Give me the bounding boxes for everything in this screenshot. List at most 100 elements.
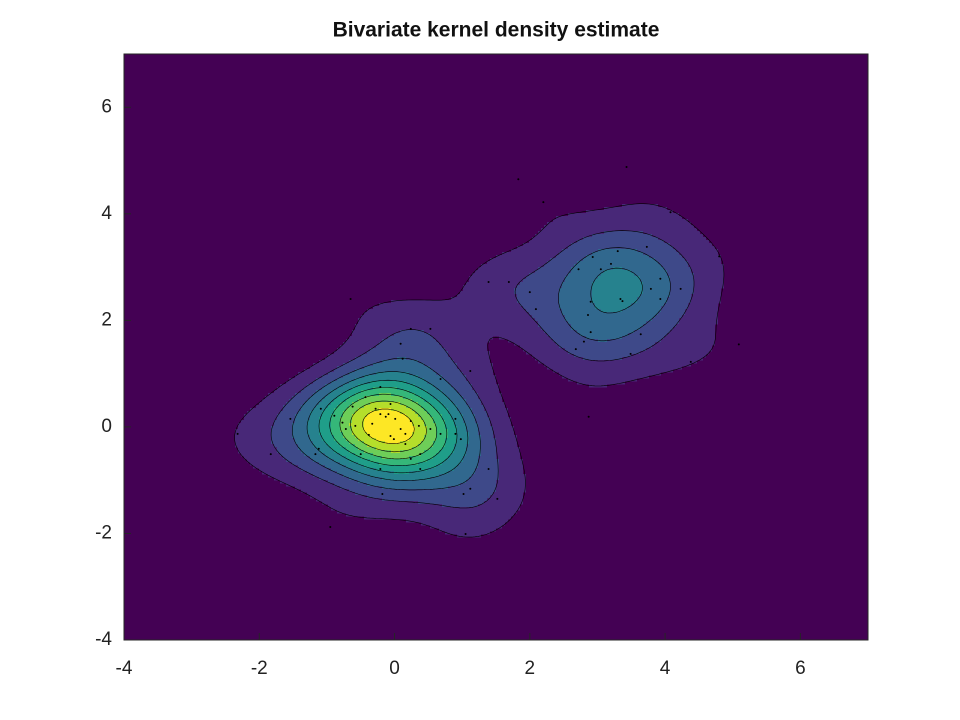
density-band — [334, 369, 355, 373]
density-band — [439, 474, 472, 478]
density-band — [631, 354, 706, 358]
density-band — [571, 267, 613, 271]
data-point — [344, 428, 347, 431]
density-band — [292, 426, 307, 430]
density-band — [466, 282, 520, 286]
density-band — [580, 333, 628, 337]
density-band — [493, 426, 514, 430]
density-band — [430, 414, 442, 418]
density-band — [436, 372, 463, 376]
density-band — [481, 441, 496, 445]
density-band — [469, 405, 484, 409]
density-band — [568, 378, 637, 382]
density-band — [574, 264, 661, 268]
density-band — [292, 423, 307, 427]
density-band — [469, 438, 481, 442]
density-band — [694, 282, 724, 286]
density-band — [607, 339, 661, 343]
data-point — [574, 348, 577, 351]
density-band — [352, 402, 370, 406]
density-band — [364, 450, 391, 454]
density-band — [454, 387, 472, 391]
density-band — [460, 483, 496, 487]
density-band — [319, 423, 331, 427]
density-band — [322, 387, 337, 391]
density-band — [277, 447, 298, 451]
density-band — [367, 432, 412, 436]
data-point — [409, 420, 412, 423]
density-band — [244, 456, 283, 460]
data-point — [609, 262, 612, 265]
density-band — [340, 402, 352, 406]
density-band — [268, 393, 295, 397]
density-band — [535, 270, 571, 274]
density-band — [448, 408, 457, 412]
density-band — [559, 297, 592, 301]
density-band — [352, 387, 373, 391]
density-band — [331, 414, 343, 418]
density-band — [646, 348, 712, 352]
density-band — [664, 303, 688, 307]
density-band — [496, 441, 517, 445]
density-band — [526, 276, 565, 280]
density-band — [448, 411, 460, 415]
density-band — [346, 465, 364, 469]
density-band — [367, 309, 526, 313]
density-band — [445, 426, 457, 430]
density-band — [538, 231, 604, 235]
density-band — [538, 324, 571, 328]
density-band — [427, 429, 436, 433]
density-band — [244, 414, 277, 418]
density-band — [685, 309, 718, 313]
data-point — [589, 300, 592, 303]
density-band — [346, 408, 358, 412]
density-band — [259, 402, 286, 406]
density-band — [337, 405, 349, 409]
density-band — [313, 393, 328, 397]
data-point — [469, 487, 472, 490]
density-band — [565, 276, 598, 280]
data-point — [389, 434, 392, 437]
x-tick-label: 2 — [525, 658, 536, 679]
density-band — [643, 324, 676, 328]
density-band — [319, 360, 349, 364]
density-band — [490, 495, 523, 499]
density-band — [661, 339, 715, 343]
density-band — [346, 438, 358, 442]
density-band — [364, 423, 412, 427]
density-band — [487, 498, 523, 502]
density-band — [328, 456, 346, 460]
data-point — [718, 255, 721, 258]
density-band — [397, 387, 421, 391]
density-band — [319, 417, 331, 421]
density-band — [679, 321, 718, 325]
data-point — [487, 467, 490, 470]
density-band — [424, 363, 457, 367]
density-band — [562, 285, 592, 289]
density-band — [343, 411, 355, 415]
density-band — [457, 426, 466, 430]
density-band — [379, 342, 439, 346]
density-band — [235, 429, 271, 433]
density-band — [667, 270, 691, 274]
data-point — [351, 405, 354, 408]
density-band — [433, 444, 445, 448]
plot-background — [124, 54, 868, 640]
density-band — [424, 420, 433, 424]
density-band — [631, 303, 664, 307]
density-band — [466, 453, 481, 457]
density-band — [316, 390, 331, 394]
density-band — [592, 288, 643, 292]
density-band — [469, 435, 481, 439]
density-band — [289, 378, 316, 382]
density-band — [466, 429, 478, 433]
density-band — [355, 369, 433, 373]
density-band — [370, 474, 439, 478]
density-band — [409, 471, 448, 475]
density-band — [421, 396, 433, 400]
density-band — [547, 261, 577, 265]
density-band — [652, 234, 703, 238]
density-band — [442, 447, 454, 451]
data-point — [439, 377, 442, 380]
density-band — [412, 423, 424, 427]
